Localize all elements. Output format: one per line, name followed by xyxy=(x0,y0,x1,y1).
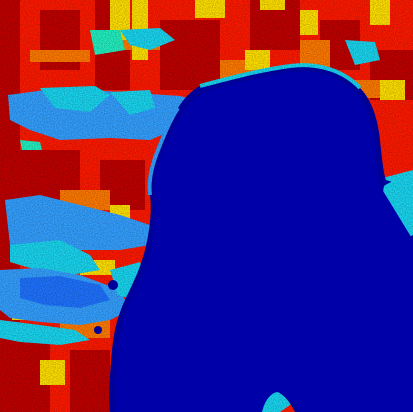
heatmap-canvas xyxy=(0,0,413,412)
map-viewport xyxy=(0,0,413,412)
